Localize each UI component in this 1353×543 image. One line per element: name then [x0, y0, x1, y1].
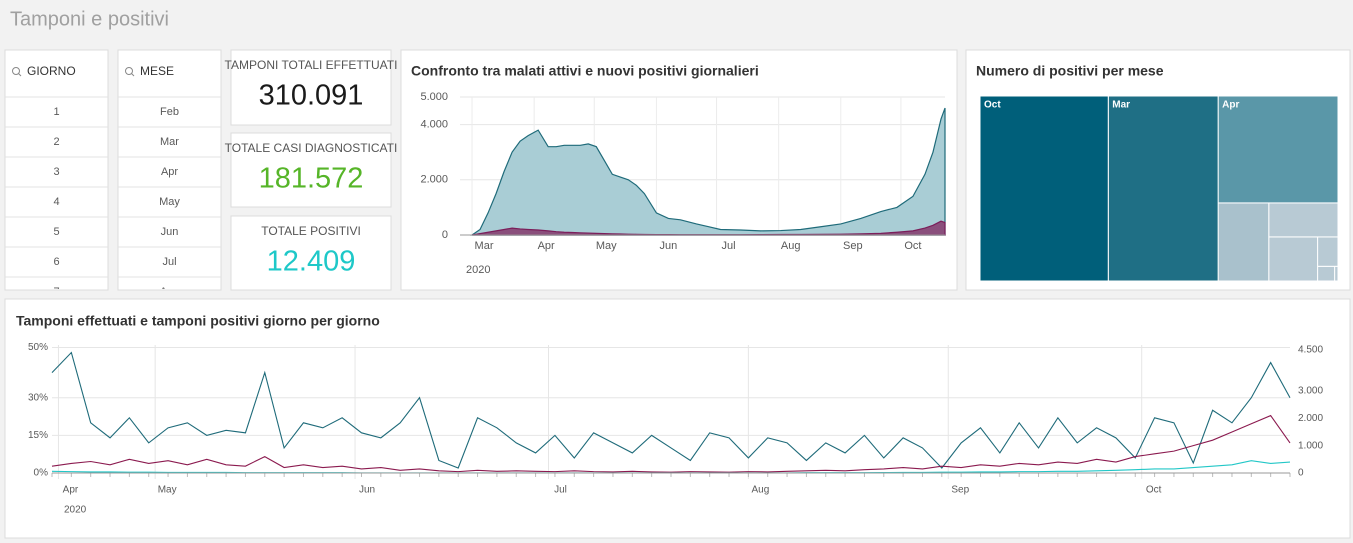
y2-tick-label: 1.000 — [1298, 440, 1323, 451]
page-title: Tamponi e positivi — [10, 8, 169, 30]
y-tick-label: 30% — [28, 392, 48, 403]
treemap-cell[interactable] — [1268, 202, 1339, 238]
filter-item[interactable]: Apr — [161, 166, 178, 178]
x-tick-label: Oct — [1146, 485, 1162, 496]
search-icon — [12, 67, 20, 75]
filter-item[interactable]: May — [159, 196, 180, 208]
y-tick-label: 0 — [442, 229, 448, 241]
filter-item[interactable]: Jul — [162, 256, 176, 268]
kpi-panel — [230, 132, 392, 208]
chart-title: Confronto tra malati attivi e nuovi posi… — [411, 63, 759, 79]
filter-item[interactable]: 5 — [53, 226, 59, 238]
y-tick-label: 5.000 — [420, 91, 448, 103]
filter-item[interactable]: 2 — [53, 136, 59, 148]
x-tick-label: Jul — [554, 485, 567, 496]
y-tick-label: 4.000 — [420, 119, 448, 131]
search-icon — [131, 73, 135, 77]
kpi-panel — [230, 215, 392, 291]
cell-label: Mar — [1112, 100, 1130, 111]
y2-tick-label: 4.500 — [1298, 345, 1323, 356]
line — [51, 414, 1291, 473]
filter-panel[interactable] — [117, 49, 222, 291]
treemap-cell[interactable] — [1317, 236, 1339, 267]
search-icon — [18, 73, 22, 77]
search-icon — [125, 67, 133, 75]
kpi-label: TOTALE POSITIVI — [261, 224, 361, 238]
y2-tick-label: 0 — [1298, 468, 1304, 479]
kpi-value: 12.409 — [267, 246, 356, 278]
filter-item[interactable]: Mar — [160, 136, 179, 148]
filter-list: Feb Mar Apr May Jun Jul Aug — [118, 96, 221, 298]
treemap-cell[interactable] — [1217, 202, 1270, 282]
x-tick-label: Apr — [63, 485, 79, 496]
x-tick-label: Jun — [660, 240, 678, 252]
x-tick-label: Jul — [721, 240, 735, 252]
filter-item[interactable]: Aug — [160, 286, 180, 298]
filter-item[interactable]: 7 — [53, 286, 59, 298]
kpi-value: 181.572 — [259, 163, 364, 195]
x-tick-label: May — [596, 240, 617, 252]
filter-item[interactable]: 6 — [53, 256, 59, 268]
x-tick-label: Aug — [751, 485, 769, 496]
x-tick-label: Sep — [951, 485, 969, 496]
treemap-cell[interactable] — [979, 95, 1109, 282]
area — [470, 107, 946, 236]
filter-label: GIORNO — [27, 64, 76, 78]
cell-label: Apr — [1222, 100, 1239, 111]
treemap-cell[interactable] — [1334, 265, 1339, 282]
x-tick-label: Oct — [904, 240, 921, 252]
y-tick-label: 15% — [28, 430, 48, 441]
line — [51, 351, 1291, 469]
filter-item[interactable]: 3 — [53, 166, 59, 178]
x-tick-label: Aug — [781, 240, 801, 252]
filter-panel[interactable] — [4, 49, 109, 291]
y2-tick-label: 2.000 — [1298, 413, 1323, 424]
year-label: 2020 — [466, 264, 490, 276]
filter-list: 1 2 3 4 5 6 7 — [5, 96, 108, 298]
y-tick-label: 2.000 — [420, 174, 448, 186]
kpi-panel — [230, 49, 392, 126]
chart-title: Tamponi effettuati e tamponi positivi gi… — [16, 313, 380, 329]
treemap-cell[interactable] — [1268, 236, 1319, 282]
kpi-label: TOTALE CASI DIAGNOSTICATI — [225, 141, 398, 155]
filter-item[interactable]: 4 — [53, 196, 59, 208]
kpi-value: 310.091 — [259, 80, 364, 112]
filter-label: MESE — [140, 64, 174, 78]
filter-item[interactable]: Jun — [161, 226, 179, 238]
x-tick-label: Mar — [475, 240, 494, 252]
y-tick-label: 0% — [34, 468, 49, 479]
filter-item[interactable]: 1 — [53, 106, 59, 118]
cell-label: Oct — [984, 100, 1001, 111]
chart-panel — [400, 49, 958, 291]
kpi-label: TAMPONI TOTALI EFFETTUATI — [225, 58, 398, 72]
y-tick-label: 50% — [28, 342, 48, 353]
chart-title: Numero di positivi per mese — [976, 63, 1164, 79]
chart-panel — [4, 298, 1351, 539]
treemap-cell[interactable] — [1107, 95, 1219, 282]
treemap-cell[interactable] — [1217, 95, 1339, 204]
x-tick-label: Apr — [538, 240, 555, 252]
x-tick-label: May — [158, 485, 177, 496]
x-tick-label: Jun — [359, 485, 375, 496]
treemap-cell[interactable] — [1317, 265, 1336, 282]
x-tick-label: Sep — [843, 240, 863, 252]
filter-item[interactable]: Feb — [160, 106, 179, 118]
year-label: 2020 — [64, 505, 87, 516]
y2-tick-label: 3.000 — [1298, 386, 1323, 397]
